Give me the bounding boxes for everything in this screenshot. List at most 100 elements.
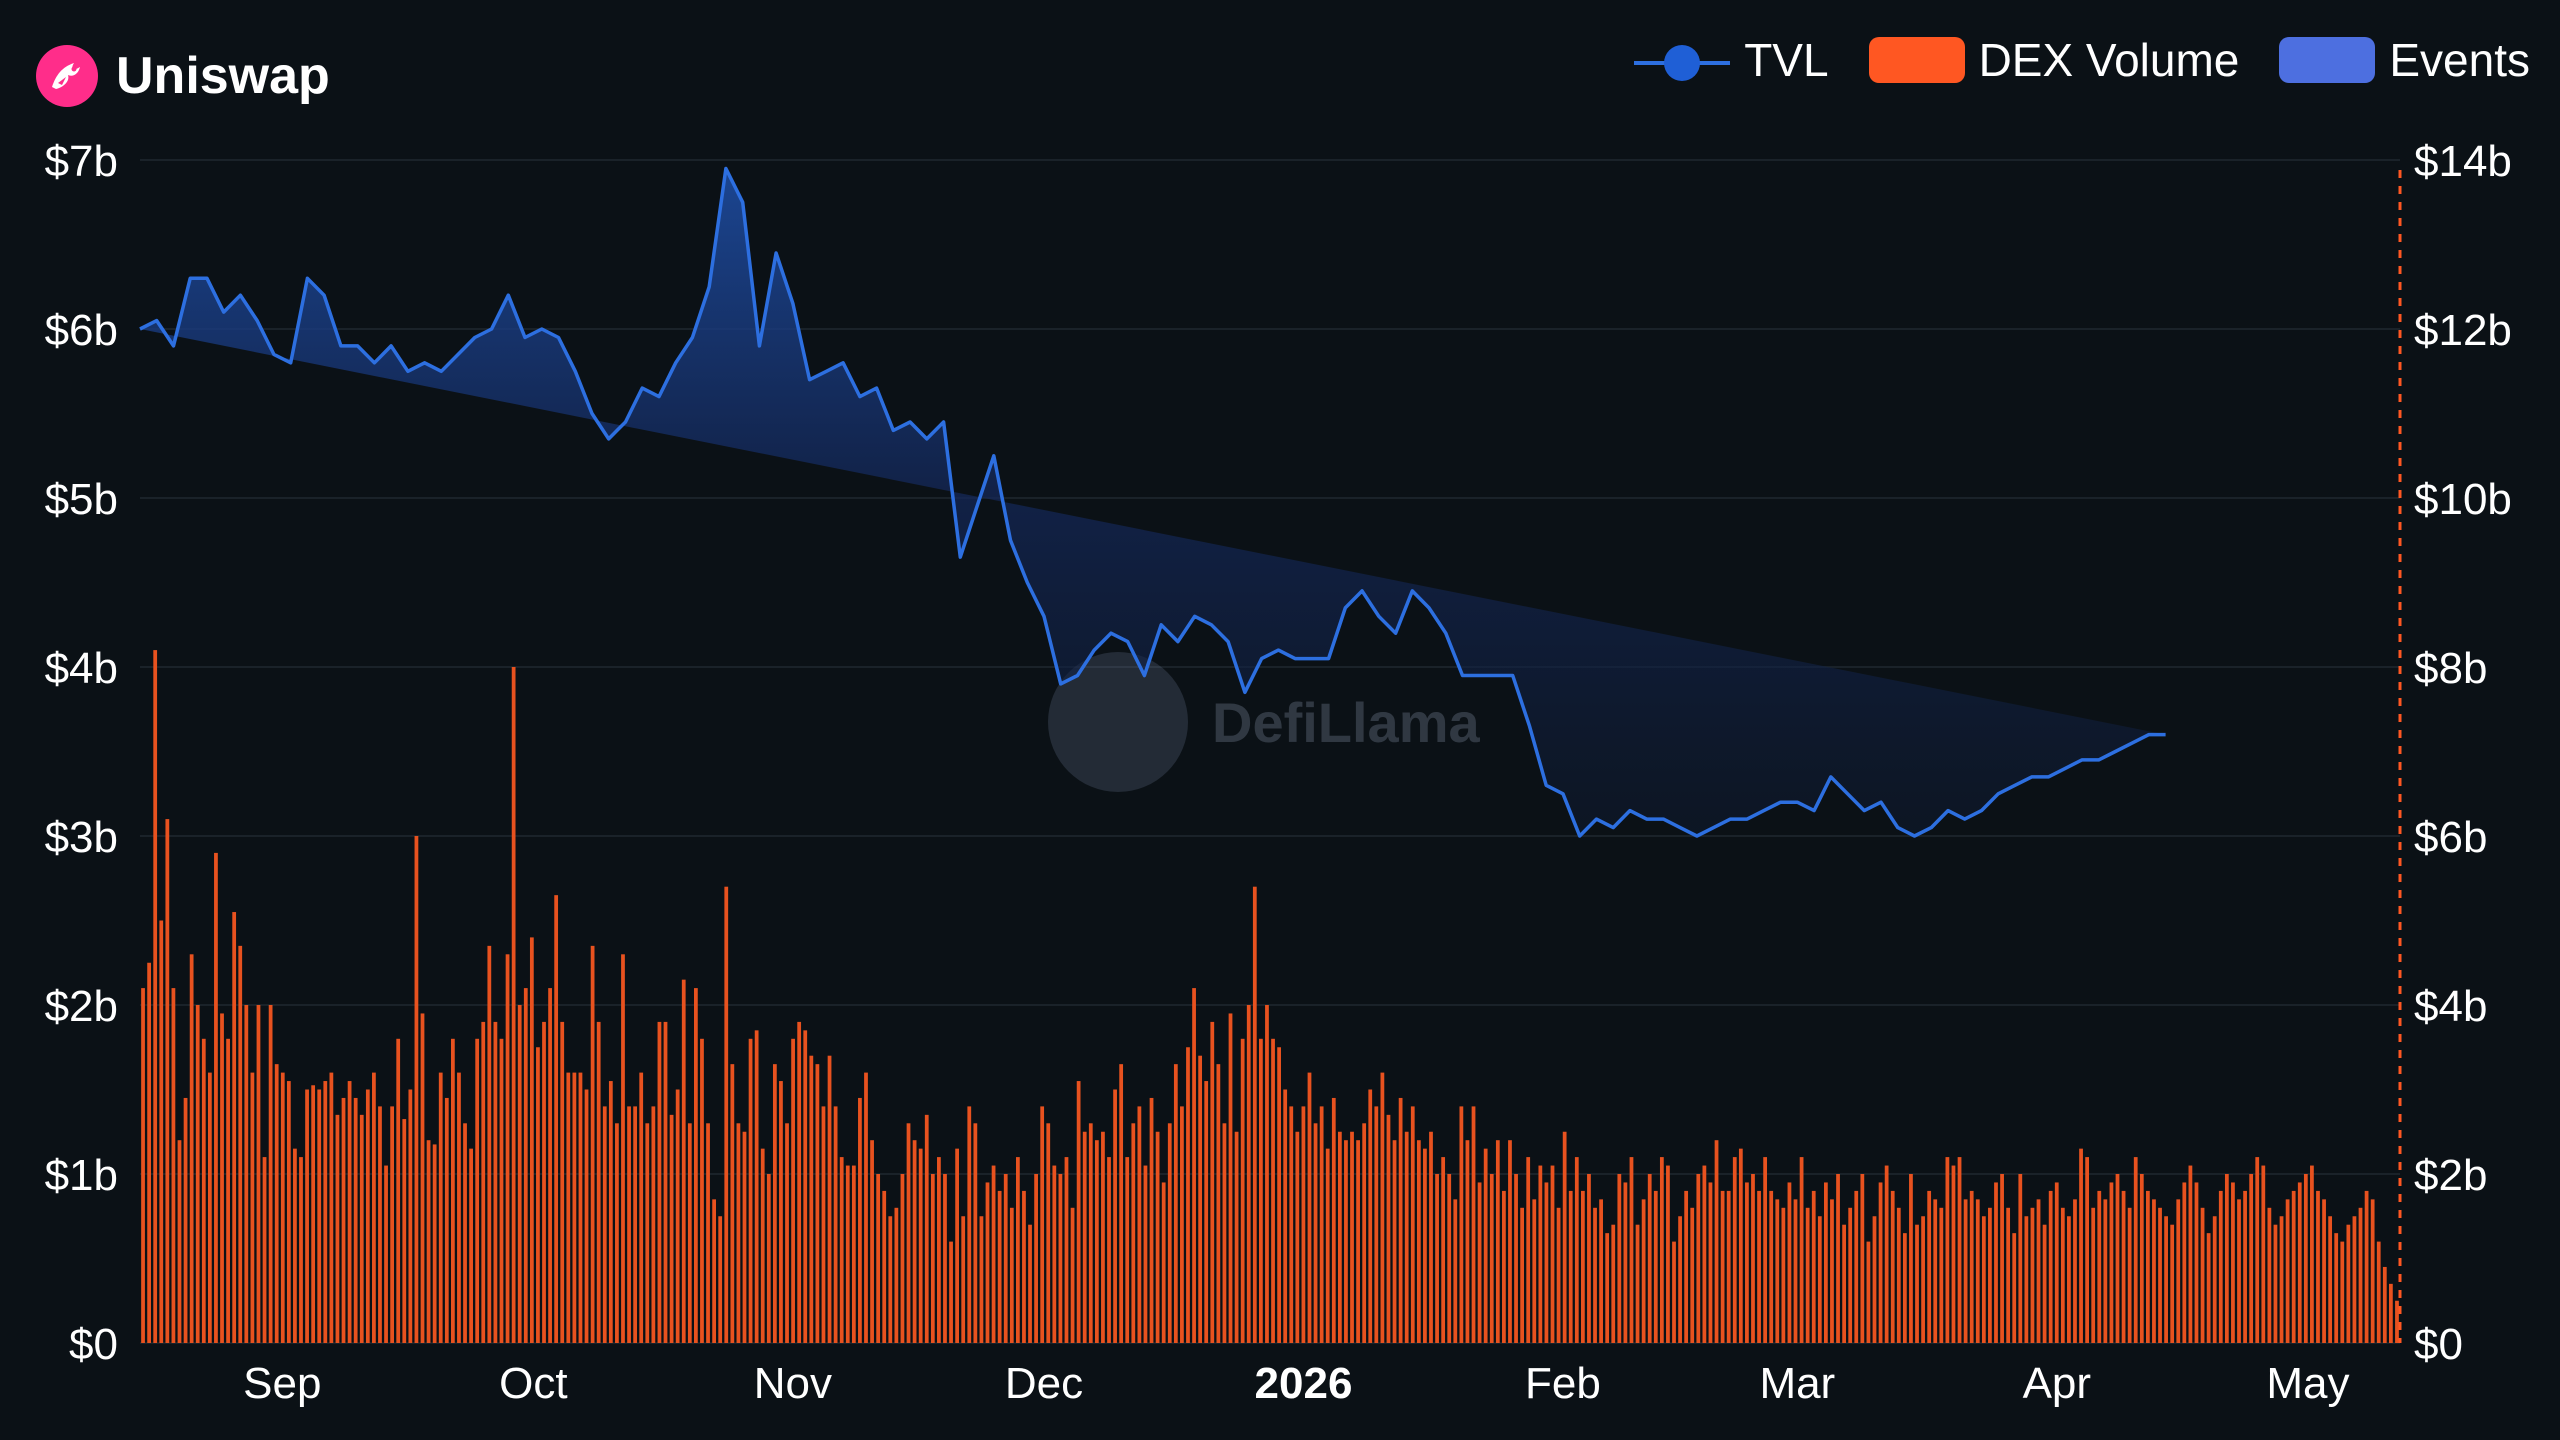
dex-volume-bar: [2073, 1199, 2077, 1343]
dex-volume-bar: [523, 988, 528, 1343]
legend-item-events[interactable]: Events: [2279, 33, 2530, 87]
dex-volume-bar: [2176, 1199, 2181, 1343]
dex-volume-bar: [627, 1106, 631, 1343]
dex-volume-bar: [760, 1148, 765, 1343]
dex-volume-bar: [961, 1216, 966, 1343]
dex-volume-bar: [596, 1021, 601, 1343]
dex-volume-bar: [329, 1072, 334, 1343]
dex-volume-bar: [1702, 1165, 1707, 1343]
dex-volume-bar: [1860, 1174, 1865, 1343]
dex-volume-bar: [274, 1064, 279, 1343]
dex-volume-bar: [1927, 1190, 1932, 1343]
dex-volume-bar: [262, 1157, 267, 1343]
dex-volume-bar: [2291, 1190, 2296, 1343]
left-tick-label: $4b: [45, 644, 118, 693]
dex-volume-bar: [2121, 1190, 2126, 1343]
dex-volume-bar: [1113, 1089, 1117, 1343]
dex-volume-swatch-icon: [1868, 37, 1965, 83]
dex-volume-bar: [2297, 1182, 2302, 1343]
x-tick-label: May: [2266, 1359, 2349, 1408]
dex-volume-bar: [1884, 1165, 1889, 1343]
dex-volume-bar: [985, 1182, 990, 1343]
dex-volume-bar: [572, 1072, 577, 1343]
dex-volume-bar: [214, 852, 218, 1343]
dex-volume-bar: [821, 1106, 826, 1343]
left-axis: $0 $1b $2b $3b $4b $5b $6b $7b: [45, 137, 118, 1369]
dex-volume-bar: [1939, 1207, 1944, 1343]
dex-volume-bar: [1076, 1081, 1081, 1343]
dex-volume-bar: [1508, 1140, 1512, 1343]
dex-volume-bar: [2079, 1148, 2083, 1343]
dex-volume-bar: [1915, 1224, 1919, 1343]
dex-volume-bar: [973, 1123, 978, 1343]
dex-volume-bar: [1465, 1140, 1470, 1343]
legend-label-tvl: TVL: [1744, 34, 1829, 86]
dex-volume-bar: [256, 1005, 261, 1343]
x-tick-label: Sep: [243, 1359, 321, 1408]
dex-volume-bar: [1981, 1216, 1986, 1343]
dex-volume-bar: [238, 945, 243, 1343]
dex-volume-bar: [335, 1114, 340, 1343]
dex-volume-bar: [2334, 1233, 2339, 1343]
dex-volume-bar: [1514, 1174, 1518, 1343]
dex-volume-bar: [2042, 1224, 2047, 1343]
dex-volume-bar: [1459, 1106, 1464, 1343]
dex-volume-bar: [2382, 1266, 2387, 1343]
dex-volume-bar: [517, 1005, 522, 1343]
legend-item-tvl[interactable]: TVL: [1634, 33, 1829, 87]
dex-volume-bar: [390, 1106, 395, 1343]
dex-volume-bar: [1489, 1174, 1494, 1343]
dex-volume-bar: [1374, 1106, 1379, 1343]
dex-volume-bar: [165, 819, 170, 1343]
dex-volume-bar: [991, 1165, 996, 1343]
dex-volume-bar: [906, 1123, 911, 1343]
dex-volume-bar: [1842, 1224, 1846, 1343]
dex-volume-bar: [1544, 1182, 1549, 1343]
dex-volume-bar: [1714, 1140, 1719, 1343]
dex-volume-bar: [2085, 1157, 2090, 1343]
x-tick-label: Apr: [2023, 1359, 2091, 1408]
dex-volume-bar: [1520, 1207, 1525, 1343]
dex-volume-bar: [937, 1157, 941, 1343]
dex-volume-bar: [1052, 1165, 1057, 1343]
dex-volume-bar: [924, 1114, 929, 1343]
dex-volume-bar: [341, 1097, 346, 1343]
dex-volume-bar: [1319, 1106, 1324, 1343]
dex-volume-bar: [1587, 1174, 1591, 1343]
dex-volume-bar: [1641, 1199, 1646, 1343]
dex-volume-bar: [2127, 1207, 2132, 1343]
dex-volume-bar: [1848, 1207, 1853, 1343]
dex-volume-bar: [1781, 1207, 1786, 1343]
legend-item-dex-volume[interactable]: DEX Volume: [1868, 33, 2239, 87]
dex-volume-bar: [1423, 1148, 1427, 1343]
dex-volume-bar: [1605, 1233, 1610, 1343]
dex-volume-bar: [1878, 1182, 1883, 1343]
left-tick-label: $3b: [45, 813, 118, 862]
dex-volume-bar: [353, 1097, 358, 1343]
dex-volume-bar: [444, 1097, 449, 1343]
dex-volume-bar: [1149, 1097, 1154, 1343]
dex-volume-bar: [1811, 1190, 1816, 1343]
dex-volume-bar: [918, 1148, 923, 1343]
dex-volume-bar: [2206, 1233, 2211, 1343]
dex-volume-bar: [1726, 1190, 1731, 1343]
left-tick-label: $7b: [45, 137, 118, 186]
dex-volume-bar: [1580, 1190, 1585, 1343]
dex-volume-bar: [748, 1038, 753, 1343]
dex-volume-bar: [1745, 1182, 1749, 1343]
dex-volume-bar: [590, 945, 595, 1343]
dex-volume-bar: [2273, 1224, 2278, 1343]
dex-volume-bar: [681, 979, 686, 1343]
dex-volume-bar: [529, 937, 534, 1343]
dex-volume-bar: [511, 667, 516, 1343]
dex-volume-bar: [912, 1140, 917, 1343]
dex-volume-bar: [2249, 1174, 2254, 1343]
dex-volume-bar: [1684, 1190, 1689, 1343]
chart-title: Uniswap: [116, 47, 330, 105]
dex-volume-bar: [487, 945, 492, 1343]
watermark-text: DefiLlama: [1212, 691, 1480, 754]
dex-volume-bar: [1307, 1072, 1312, 1343]
dex-volume-bar: [2091, 1207, 2096, 1343]
legend-label-events: Events: [2389, 34, 2530, 86]
dex-volume-bar: [1574, 1157, 1579, 1343]
